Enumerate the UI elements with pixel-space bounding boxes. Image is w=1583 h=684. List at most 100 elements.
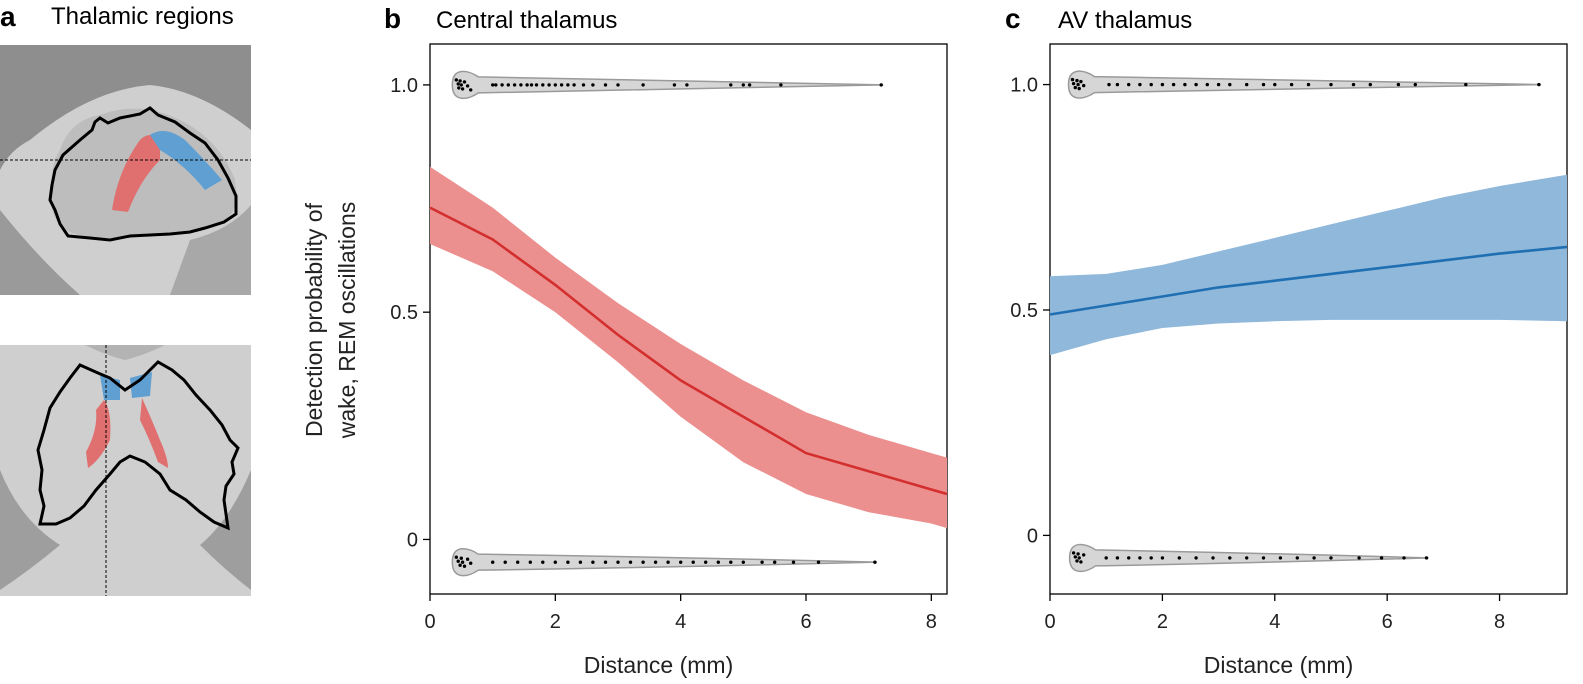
panel-b-title: Central thalamus: [436, 7, 617, 34]
central-violin-top-point: [879, 83, 883, 87]
central-violin-bottom-point: [462, 564, 467, 568]
central-violin-bottom-point: [760, 560, 764, 564]
central-violin-top-point: [491, 83, 495, 87]
central-violin-bottom-point: [773, 560, 777, 564]
av-violin-top-point: [1273, 82, 1277, 87]
central-violin-bottom-point: [491, 560, 495, 564]
av-violin-top-point: [1329, 82, 1333, 87]
thalamus-outline-top: [48, 106, 238, 242]
av-violin-bottom-point: [1402, 556, 1406, 560]
av-violin-top-point: [1160, 82, 1165, 87]
av-violin-bottom-point: [1082, 553, 1086, 557]
central-violin-top-point: [572, 83, 576, 87]
av-violin-bottom-point: [1160, 556, 1165, 560]
y-tick-label: 0.5: [390, 302, 418, 324]
av-violin-bottom-point: [1295, 556, 1300, 560]
av-violin-top-point: [1071, 81, 1076, 86]
central-confidence-band: [430, 166, 947, 529]
central-violin-top-point: [460, 87, 465, 91]
central-violin-top-point: [525, 83, 529, 87]
av-violin-bottom-point: [1077, 556, 1081, 560]
av-violin-bottom-point: [1194, 556, 1198, 560]
central-violin-top-point: [519, 83, 523, 87]
central-violin-bottom-point: [816, 560, 821, 564]
av-confidence-band: [1050, 174, 1567, 356]
av-violin-top-point: [1073, 85, 1078, 90]
av-violin-bottom-point: [1073, 555, 1078, 559]
av-violin-top-point: [1289, 82, 1294, 87]
central-violin-bottom-point: [465, 557, 470, 561]
y-axis-label-line-1: Detection probability of: [301, 202, 327, 437]
central-violin-top-point: [512, 83, 517, 87]
av-violin-top-point: [1070, 77, 1075, 82]
x-tick-label: 4: [1269, 611, 1280, 633]
central-violin-bottom-point: [516, 560, 520, 564]
central-violin-top-point: [747, 83, 752, 87]
av-violin-top-point: [1351, 82, 1356, 87]
central-violin-top-point: [465, 84, 470, 88]
central-violin-bottom-point: [666, 560, 670, 564]
central-violin-bottom-point: [741, 560, 745, 564]
central-thalamus-region-right: [140, 398, 168, 468]
central-violin-bottom-point: [578, 560, 583, 564]
central-thalamus-region-left: [86, 400, 111, 468]
av-violin-top-point: [1537, 82, 1541, 87]
x-axis-label: Distance (mm): [1204, 652, 1354, 678]
y-tick-label: 0: [407, 529, 418, 551]
central-violin-bottom-point: [641, 560, 645, 564]
x-tick-label: 8: [926, 611, 937, 633]
central-fit-line: [429, 206, 948, 496]
central-violin-top-point: [559, 83, 564, 87]
central-violin-bottom-point: [603, 560, 608, 564]
x-tick-label: 8: [1494, 611, 1505, 633]
central-violin-top-point: [741, 83, 745, 87]
y-tick-label: 1.0: [390, 75, 418, 97]
central-violin-bottom-point: [628, 560, 633, 564]
central-violin-top-point: [506, 83, 510, 87]
x-tick-label: 2: [550, 611, 561, 633]
av-violin-top-point: [1194, 82, 1198, 87]
x-tick-label: 6: [800, 611, 811, 633]
central-violin-top-point: [462, 80, 467, 84]
av-violin-bottom-point: [1424, 556, 1429, 560]
central-violin-bottom-point: [456, 559, 460, 563]
central-violin-top-point: [500, 83, 504, 87]
av-violin-bottom-point: [1071, 551, 1076, 555]
x-tick-label: 4: [675, 611, 686, 633]
panel-a-title: Thalamic regions: [51, 3, 234, 30]
av-violin-top-point: [1306, 82, 1311, 87]
central-violin-top-point: [685, 83, 689, 87]
central-violin-top-point: [581, 83, 586, 87]
central-violin-top-point: [458, 79, 462, 83]
av-violin-bottom-point: [1177, 556, 1182, 560]
central-violin-bottom: [451, 548, 877, 577]
central-violin-top-point: [566, 83, 570, 87]
panel-c-title: AV thalamus: [1058, 7, 1192, 34]
av-violin-top-point: [1082, 83, 1086, 88]
av-violin-top-point: [1149, 82, 1153, 87]
panel-b-letter: b: [384, 3, 401, 34]
av-violin-bottom-point: [1329, 556, 1333, 560]
av-violin-top-point: [1127, 82, 1131, 87]
central-violin-top-point: [547, 83, 551, 87]
central-violin-top-point: [454, 78, 458, 82]
av-violin-top-point: [1216, 82, 1221, 87]
x-tick-label: 0: [424, 611, 435, 633]
av-violin-bottom-point: [1312, 556, 1316, 560]
central-violin-bottom-point: [459, 556, 463, 560]
central-violin-bottom-point: [679, 560, 683, 564]
panel-a-letter: a: [0, 1, 16, 32]
av-violin-bottom-point: [1357, 556, 1361, 560]
central-violin-bottom-point: [454, 555, 458, 559]
central-violin-bottom-point: [716, 560, 720, 564]
central-violin-top-point: [603, 83, 608, 87]
central-violin-top: [451, 70, 884, 100]
central-violin-top-point: [729, 83, 733, 87]
av-violin-top-point: [1396, 82, 1401, 87]
central-violin-bottom-point: [503, 560, 507, 564]
central-violin-top-point: [553, 83, 557, 87]
av-violin-bottom: [1068, 543, 1429, 573]
y-tick-label: 1.0: [1010, 75, 1038, 97]
central-violin-bottom-point: [566, 560, 570, 564]
